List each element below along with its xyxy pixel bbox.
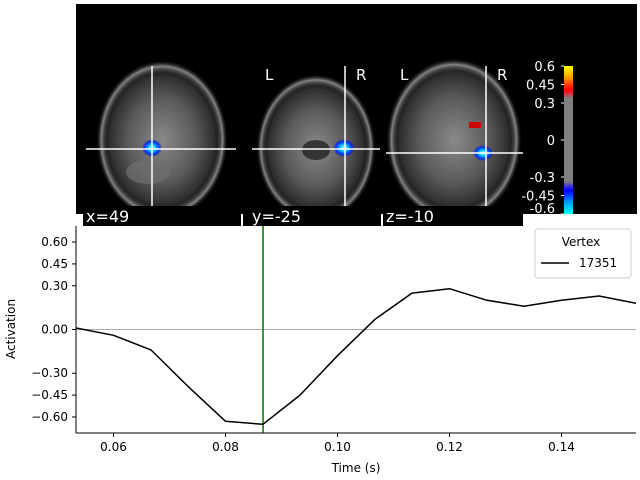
series-line-17351: [76, 287, 636, 426]
coronal-ventricles: [302, 140, 330, 160]
axial-orientation-right: R: [497, 66, 507, 84]
coronal-label-background: [243, 206, 381, 226]
axial-view: L R z=-10: [383, 58, 523, 226]
axial-positive-activation: [469, 122, 481, 128]
colorbar: 0.6 0.45 0.3 0 -0.3 -0.45-0.6: [521, 60, 573, 217]
y-tick-label: 0.45: [41, 257, 68, 271]
colorbar-tick-label: 0.6: [534, 60, 555, 75]
y-tick-label: −0.30: [31, 366, 68, 380]
line-chart: 0.06 0.08 0.10 0.12 0.14 0.60 0.45 0.30 0.00 −0.…: [4, 226, 636, 475]
colorbar-tick-label: 0: [547, 134, 555, 149]
x-axis-label: Time (s): [331, 461, 381, 475]
colorbar-gradient: [564, 66, 573, 214]
coronal-activation-blob: [333, 139, 355, 157]
colorbar-ticks: 0.6 0.45 0.3 0 -0.3 -0.45-0.6: [521, 60, 564, 217]
sagittal-coordinate-label: x=49: [86, 207, 129, 226]
y-tick-label: 0.60: [41, 235, 68, 249]
colorbar-tick-label: -0.45: [521, 190, 555, 205]
legend: Vertex 17351: [534, 228, 632, 279]
series-layer: [76, 287, 636, 426]
sagittal-cerebellum: [126, 160, 170, 184]
y-tick-label: 0.30: [41, 279, 68, 293]
coronal-view: L R y=-25: [243, 66, 381, 226]
y-tick-label: −0.60: [31, 410, 68, 424]
legend-box: [534, 228, 632, 279]
x-tick-label: 0.08: [212, 440, 239, 454]
colorbar-tick-label: -0.6: [530, 202, 555, 217]
x-tick-label: 0.14: [548, 440, 575, 454]
legend-title: Vertex: [562, 235, 601, 249]
x-tick-label: 0.10: [324, 440, 351, 454]
sagittal-label-background: [83, 206, 241, 226]
axial-label-background: [383, 206, 523, 226]
y-tick-label: 0.00: [41, 323, 68, 337]
x-axis-ticks: 0.06 0.08 0.10 0.12 0.14: [100, 433, 575, 454]
colorbar-tick-label: 0.45: [526, 79, 555, 94]
y-axis-label: Activation: [4, 299, 18, 359]
y-axis-ticks: 0.60 0.45 0.30 0.00 −0.30 −0.45 −0.60: [31, 235, 76, 424]
sagittal-skull: [96, 60, 228, 220]
axial-orientation-left: L: [400, 66, 409, 84]
brain-panel: x=49 L R y=-25 L R z=-10: [76, 4, 637, 226]
axial-coordinate-label: z=-10: [386, 207, 434, 226]
axial-skull: [386, 58, 522, 222]
colorbar-tick-label: -0.3: [530, 171, 555, 186]
colorbar-tick-label: 0.3: [534, 97, 555, 112]
x-tick-label: 0.06: [100, 440, 127, 454]
coronal-orientation-right: R: [356, 66, 366, 84]
x-tick-label: 0.12: [436, 440, 463, 454]
coronal-orientation-left: L: [265, 66, 274, 84]
y-tick-label: −0.45: [31, 388, 68, 402]
legend-entry-label: 17351: [579, 256, 617, 270]
sagittal-view: x=49: [83, 60, 241, 226]
coronal-coordinate-label: y=-25: [252, 207, 301, 226]
